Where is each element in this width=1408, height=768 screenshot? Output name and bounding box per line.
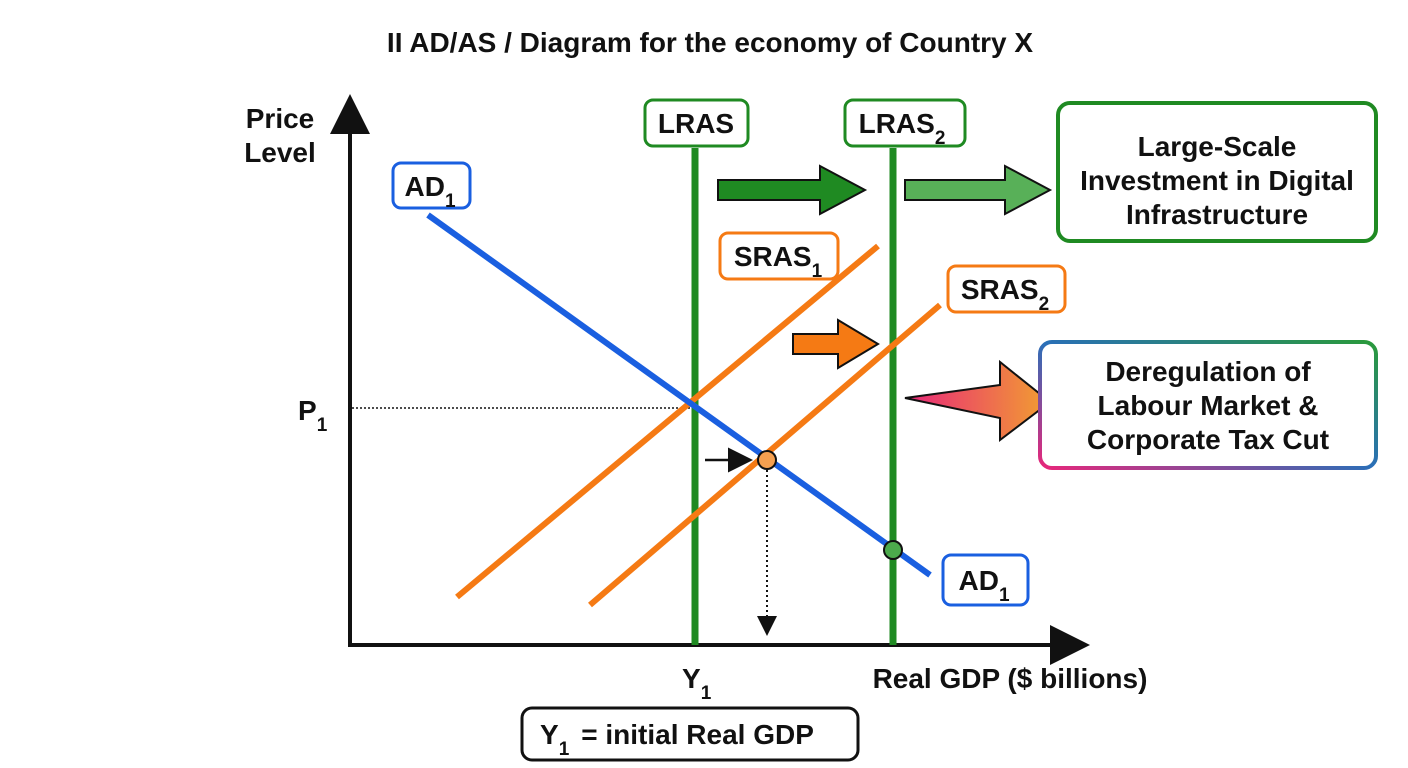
svg-text:LRAS2: LRAS2 — [859, 108, 946, 149]
shift-arrow — [717, 164, 868, 216]
ad-line — [426, 212, 932, 578]
svg-text:LRAS: LRAS — [658, 108, 734, 139]
svg-text:AD1: AD1 — [404, 171, 455, 212]
ad-label: AD1 — [391, 161, 472, 212]
svg-text:Labour Market &: Labour Market & — [1098, 390, 1319, 421]
ad-label: AD1 — [941, 553, 1030, 607]
shift-arrow — [792, 318, 880, 370]
equilibrium-point — [757, 450, 777, 470]
svg-text:Infrastructure: Infrastructure — [1126, 199, 1308, 230]
lras2-label: LRAS2 — [843, 98, 967, 149]
p-label: P1 — [298, 395, 328, 436]
svg-text:Deregulation of: Deregulation of — [1105, 356, 1311, 387]
investment-box: Large-Scale Investment in Digital Infras… — [1056, 101, 1378, 243]
svg-text:SRAS1: SRAS1 — [734, 241, 823, 282]
title: II AD/AS / Diagram for the economy of Co… — [387, 27, 1033, 58]
note: Y1 = initial Real GDP — [520, 706, 860, 762]
svg-text:Investment in Digital: Investment in Digital — [1080, 165, 1354, 196]
y-label: Price — [246, 103, 315, 134]
shift-arrow — [904, 164, 1053, 216]
y-tick: Y1 — [682, 663, 712, 704]
x-label: Real GDP ($ billions) — [873, 663, 1148, 694]
sras2-label: SRAS2 — [946, 264, 1067, 315]
svg-text:Large-Scale: Large-Scale — [1138, 131, 1297, 162]
svg-text:SRAS2: SRAS2 — [961, 274, 1049, 315]
equilibrium-point — [883, 540, 903, 560]
policy-arrow — [904, 359, 1052, 443]
svg-text:Y1= initial Real GDP: Y1 = initial Real GDP — [540, 719, 814, 760]
sras1-label: SRAS1 — [718, 231, 840, 282]
sras1-line — [455, 243, 880, 600]
svg-text:Corporate Tax Cut: Corporate Tax Cut — [1087, 424, 1329, 455]
svg-text:AD1: AD1 — [958, 565, 1009, 606]
y-label: Level — [244, 137, 316, 168]
lras-label: LRAS — [643, 98, 750, 148]
deregulation-box: Deregulation of Labour Market & Corporat… — [1038, 340, 1378, 470]
